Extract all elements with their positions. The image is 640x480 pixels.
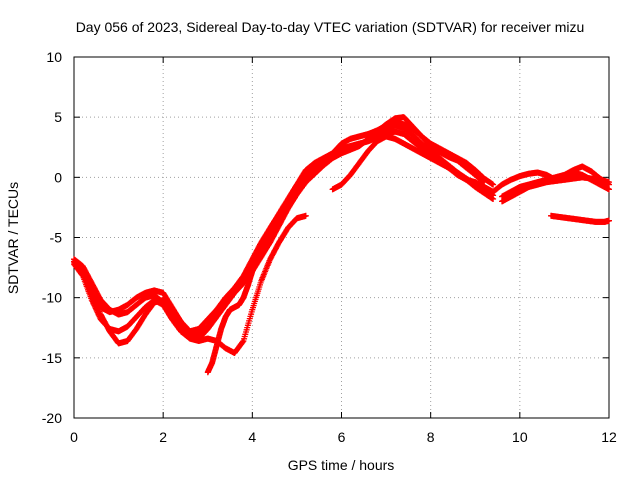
x-tick-label: 10: [512, 429, 528, 445]
x-tick-label: 4: [248, 429, 256, 445]
data-point: [490, 181, 497, 188]
y-tick-label: 5: [54, 109, 62, 125]
data-point: [490, 196, 497, 202]
data-point: [83, 278, 90, 285]
y-tick-label: -5: [50, 230, 63, 246]
chart-title: Day 056 of 2023, Sidereal Day-to-day VTE…: [76, 19, 585, 35]
data-point: [302, 212, 309, 219]
y-axis-label: SDTVAR / TECUs: [5, 182, 21, 294]
series-track-9: [548, 212, 612, 225]
x-tick-label: 0: [70, 429, 78, 445]
x-tick-label: 2: [159, 429, 167, 445]
series-layer: [71, 114, 612, 376]
series-track-8: [499, 174, 612, 205]
y-tick-label: -20: [42, 410, 62, 426]
x-tick-label: 8: [427, 429, 435, 445]
grid: [74, 57, 609, 418]
data-point: [280, 208, 287, 214]
data-point: [606, 179, 612, 186]
x-tick-label: 12: [601, 429, 617, 445]
y-tick-label: 10: [46, 49, 62, 65]
series-track-5: [204, 119, 497, 376]
y-tick-label: -15: [42, 350, 62, 366]
axis-ticks: 0 2 4 6 8 10 12 10 5 0 -5 -10 -15 -20: [42, 49, 617, 445]
y-tick-label: -10: [42, 290, 62, 306]
x-tick-label: 6: [338, 429, 346, 445]
data-point: [606, 217, 612, 224]
y-tick-label: 0: [54, 169, 62, 185]
x-axis-label: GPS time / hours: [288, 457, 395, 473]
